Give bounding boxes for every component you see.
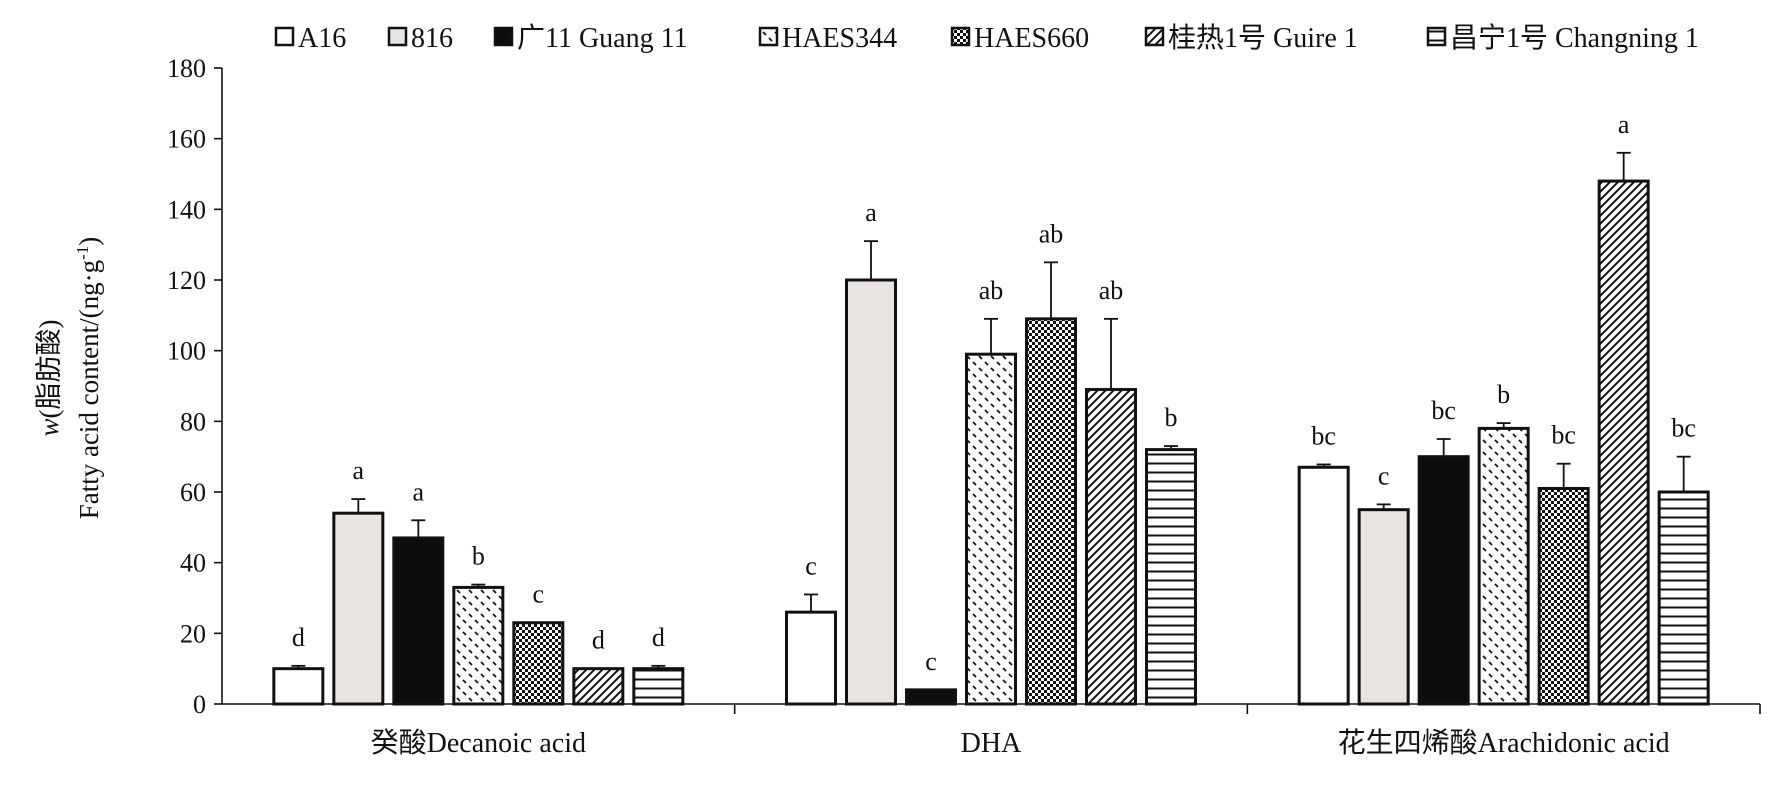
bar — [392, 536, 445, 706]
bar — [512, 621, 565, 706]
x-category-label: DHA — [961, 728, 1022, 759]
legend-label: HAES344 — [782, 23, 897, 54]
significance-label: c — [1378, 461, 1390, 490]
bar — [1417, 455, 1470, 706]
legend-label: 昌宁1号 Changning 1 — [1450, 22, 1699, 54]
y-axis-title: w(脂肪酸) Fatty acid content/(ng·g-1) — [34, 237, 104, 520]
bar — [1297, 465, 1350, 706]
legend-label: 桂热1号 Guire 1 — [1168, 22, 1358, 54]
bar — [1145, 448, 1197, 706]
legend-swatch — [758, 26, 779, 47]
bar — [452, 585, 505, 706]
category-labels: 癸酸Decanoic acid DHA 花生四烯酸Arachidonic acid — [371, 727, 1670, 759]
x-category-label: 癸酸Decanoic acid — [371, 727, 586, 759]
bar — [1477, 426, 1530, 706]
bar — [572, 667, 625, 706]
legend-swatch — [387, 26, 408, 47]
y-tick-label: 40 — [180, 549, 206, 578]
y-tick-label: 0 — [193, 690, 206, 719]
bar — [632, 667, 685, 706]
significance-label: a — [865, 198, 877, 227]
bar — [1085, 388, 1137, 706]
y-tick-label: 20 — [180, 619, 206, 648]
significance-label: ab — [979, 276, 1004, 305]
y-axis-title-line1: w(脂肪酸) — [34, 320, 64, 437]
significance-label: c — [925, 647, 937, 676]
y-tick-label: 160 — [167, 125, 206, 154]
bar — [785, 610, 837, 706]
bar — [845, 278, 897, 706]
legend-swatch — [1144, 26, 1165, 47]
legend-swatch — [493, 26, 514, 47]
y-axis-title-line2: Fatty acid content/(ng·g-1) — [73, 237, 104, 520]
significance-label: a — [353, 456, 365, 485]
significance-label: bc — [1551, 421, 1576, 450]
significance-label: a — [1618, 110, 1630, 139]
bar — [1537, 486, 1590, 706]
significance-label: bc — [1671, 414, 1696, 443]
significance-label: b — [1165, 403, 1178, 432]
y-tick-label: 140 — [167, 195, 206, 224]
bar — [332, 511, 385, 706]
bar — [272, 667, 325, 706]
legend-label: A16 — [298, 23, 346, 54]
y-tick-label: 60 — [180, 478, 206, 507]
legend-swatch — [950, 26, 971, 47]
y-tick-label: 180 — [167, 54, 206, 83]
significance-label: d — [592, 626, 605, 655]
legend: A16 816 广11 Guang 11 HAES344 HAES660 桂热1号 Gui… — [274, 22, 1699, 54]
bar — [1357, 508, 1410, 706]
y-tick-label: 100 — [167, 337, 206, 366]
bar — [905, 688, 957, 706]
legend-label: 广11 Guang 11 — [517, 22, 688, 54]
legend-swatch — [1426, 26, 1447, 47]
significance-label: ab — [1099, 276, 1124, 305]
legend-swatch — [274, 26, 295, 47]
bar — [1657, 490, 1710, 706]
legend-label: 816 — [411, 23, 453, 54]
significance-label: bc — [1311, 421, 1336, 450]
y-axis: 0 20 40 60 80 100 120 140 160 180 w(脂肪酸) Fatty acid… — [34, 54, 1761, 719]
y-tick-label: 120 — [167, 266, 206, 295]
significance-label: bc — [1431, 396, 1456, 425]
significance-label: d — [292, 623, 305, 652]
significance-label: a — [413, 477, 425, 506]
bar — [965, 352, 1017, 706]
significance-label: ab — [1039, 219, 1064, 248]
significance-label: b — [472, 542, 485, 571]
significance-label: c — [805, 551, 817, 580]
significance-label: b — [1497, 380, 1510, 409]
bar — [1597, 179, 1650, 706]
significance-label: c — [533, 580, 545, 609]
significance-label: d — [652, 623, 665, 652]
bar — [1025, 317, 1077, 706]
y-tick-label: 80 — [180, 407, 206, 436]
legend-label: HAES660 — [974, 23, 1089, 54]
x-category-label: 花生四烯酸Arachidonic acid — [1338, 727, 1670, 759]
